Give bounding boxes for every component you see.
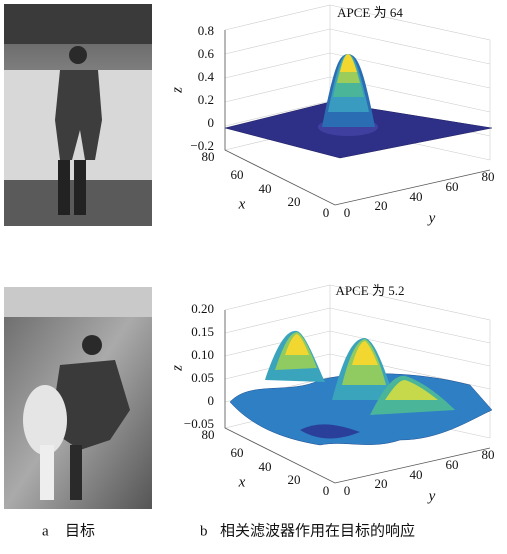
y-tick-label: 20 <box>375 198 388 213</box>
surface <box>225 54 492 158</box>
z-tick-label: 0.2 <box>198 92 214 107</box>
target-image <box>4 4 152 226</box>
x-tick-label: 20 <box>288 194 301 209</box>
y-tick-label: 40 <box>410 467 423 482</box>
z-tick-label: 0.4 <box>198 69 215 84</box>
x-tick-label: 0 <box>323 205 330 220</box>
caption-letter: a <box>42 523 49 539</box>
x-tick-label: 80 <box>202 427 215 442</box>
x-tick-label: 0 <box>323 483 330 498</box>
x-tick-label: 40 <box>259 459 272 474</box>
x-tick-label: 60 <box>231 167 244 182</box>
plot-title: APCE 为 64 <box>337 5 403 20</box>
caption-letter: b <box>200 523 208 539</box>
y-tick-label: 20 <box>375 476 388 491</box>
x-tick-label: 60 <box>231 445 244 460</box>
z-tick-label: 0 <box>208 115 215 130</box>
y-tick-label: 80 <box>482 169 495 184</box>
y-tick-label: 0 <box>344 483 351 498</box>
caption-text: 相关滤波器作用在目标的响应 <box>220 521 415 539</box>
z-tick-label: 0.6 <box>198 46 215 61</box>
plot-title: APCE 为 5.2 <box>336 283 405 298</box>
z-tick-label: 0.8 <box>198 23 214 38</box>
figure: APCE 为 64z0.80.60.40.20−0.28060402000204… <box>0 0 507 549</box>
y-tick-label: 60 <box>446 457 459 472</box>
caption-text: 目标 <box>65 522 95 539</box>
y-tick-label: 60 <box>446 179 459 194</box>
y-tick-label: 80 <box>482 447 495 462</box>
x-tick-label: 80 <box>202 149 215 164</box>
z-axis-label: z <box>169 87 185 94</box>
x-axis-label: x <box>238 196 246 212</box>
x-tick-label: 40 <box>259 181 272 196</box>
y-tick-label: 0 <box>344 205 351 220</box>
y-axis-label: y <box>427 488 436 504</box>
surface <box>230 331 492 445</box>
z-tick-label: 0 <box>208 393 215 408</box>
z-tick-label: 0.10 <box>191 347 214 362</box>
z-tick-label: 0.05 <box>191 370 214 385</box>
z-tick-label: 0.15 <box>191 324 214 339</box>
y-tick-label: 40 <box>410 189 423 204</box>
y-axis-label: y <box>427 210 436 226</box>
x-tick-label: 20 <box>288 472 301 487</box>
z-axis-label: z <box>169 365 185 372</box>
x-axis-label: x <box>238 474 246 490</box>
target-image <box>4 287 152 509</box>
z-tick-label: 0.20 <box>191 301 214 316</box>
